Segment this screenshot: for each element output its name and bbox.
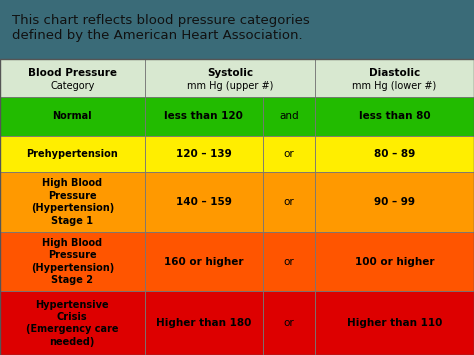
Text: 100 or higher: 100 or higher (355, 257, 434, 267)
Bar (263, 291, 315, 355)
Text: less than 120: less than 120 (164, 111, 243, 121)
Bar (263, 232, 315, 291)
Text: This chart reflects blood pressure categories
defined by the American Heart Asso: This chart reflects blood pressure categ… (12, 14, 310, 42)
Text: 160 or higher: 160 or higher (164, 257, 244, 267)
Text: or: or (284, 197, 294, 207)
Text: High Blood
Pressure
(Hypertension)
Stage 1: High Blood Pressure (Hypertension) Stage… (31, 179, 114, 225)
Text: Diastolic: Diastolic (369, 68, 420, 78)
Text: Category: Category (50, 81, 94, 91)
Text: 90 – 99: 90 – 99 (374, 197, 415, 207)
Text: Normal: Normal (53, 111, 92, 121)
Text: High Blood
Pressure
(Hypertension)
Stage 2: High Blood Pressure (Hypertension) Stage… (31, 238, 114, 285)
Text: or: or (284, 149, 294, 159)
Bar (263, 136, 315, 172)
Bar (263, 97, 315, 136)
Text: or: or (284, 257, 294, 267)
Bar (0, 59, 145, 97)
Bar (315, 136, 474, 172)
Bar (145, 136, 263, 172)
Text: mm Hg (lower #): mm Hg (lower #) (353, 81, 437, 91)
Text: and: and (279, 111, 299, 121)
Bar (0, 232, 145, 291)
Bar (145, 291, 263, 355)
Bar (263, 172, 315, 232)
Text: less than 80: less than 80 (359, 111, 430, 121)
Bar (315, 291, 474, 355)
Bar (145, 59, 315, 97)
Bar (0, 172, 145, 232)
Bar (145, 232, 263, 291)
Bar (315, 97, 474, 136)
Text: Blood Pressure: Blood Pressure (28, 68, 117, 78)
Bar (315, 172, 474, 232)
Bar (0, 291, 145, 355)
Text: Prehypertension: Prehypertension (27, 149, 118, 159)
Text: or: or (284, 318, 294, 328)
Text: 120 – 139: 120 – 139 (176, 149, 232, 159)
Bar (145, 97, 263, 136)
Text: 80 – 89: 80 – 89 (374, 149, 415, 159)
Text: Hypertensive
Crisis
(Emergency care
needed): Hypertensive Crisis (Emergency care need… (26, 300, 118, 347)
Bar (315, 232, 474, 291)
Bar (0, 97, 145, 136)
Bar (145, 172, 263, 232)
Text: Higher than 180: Higher than 180 (156, 318, 252, 328)
Text: 140 – 159: 140 – 159 (176, 197, 232, 207)
Bar (315, 59, 474, 97)
Text: Systolic: Systolic (207, 68, 253, 78)
Text: mm Hg (upper #): mm Hg (upper #) (187, 81, 273, 91)
Bar (0, 136, 145, 172)
Text: Higher than 110: Higher than 110 (347, 318, 442, 328)
